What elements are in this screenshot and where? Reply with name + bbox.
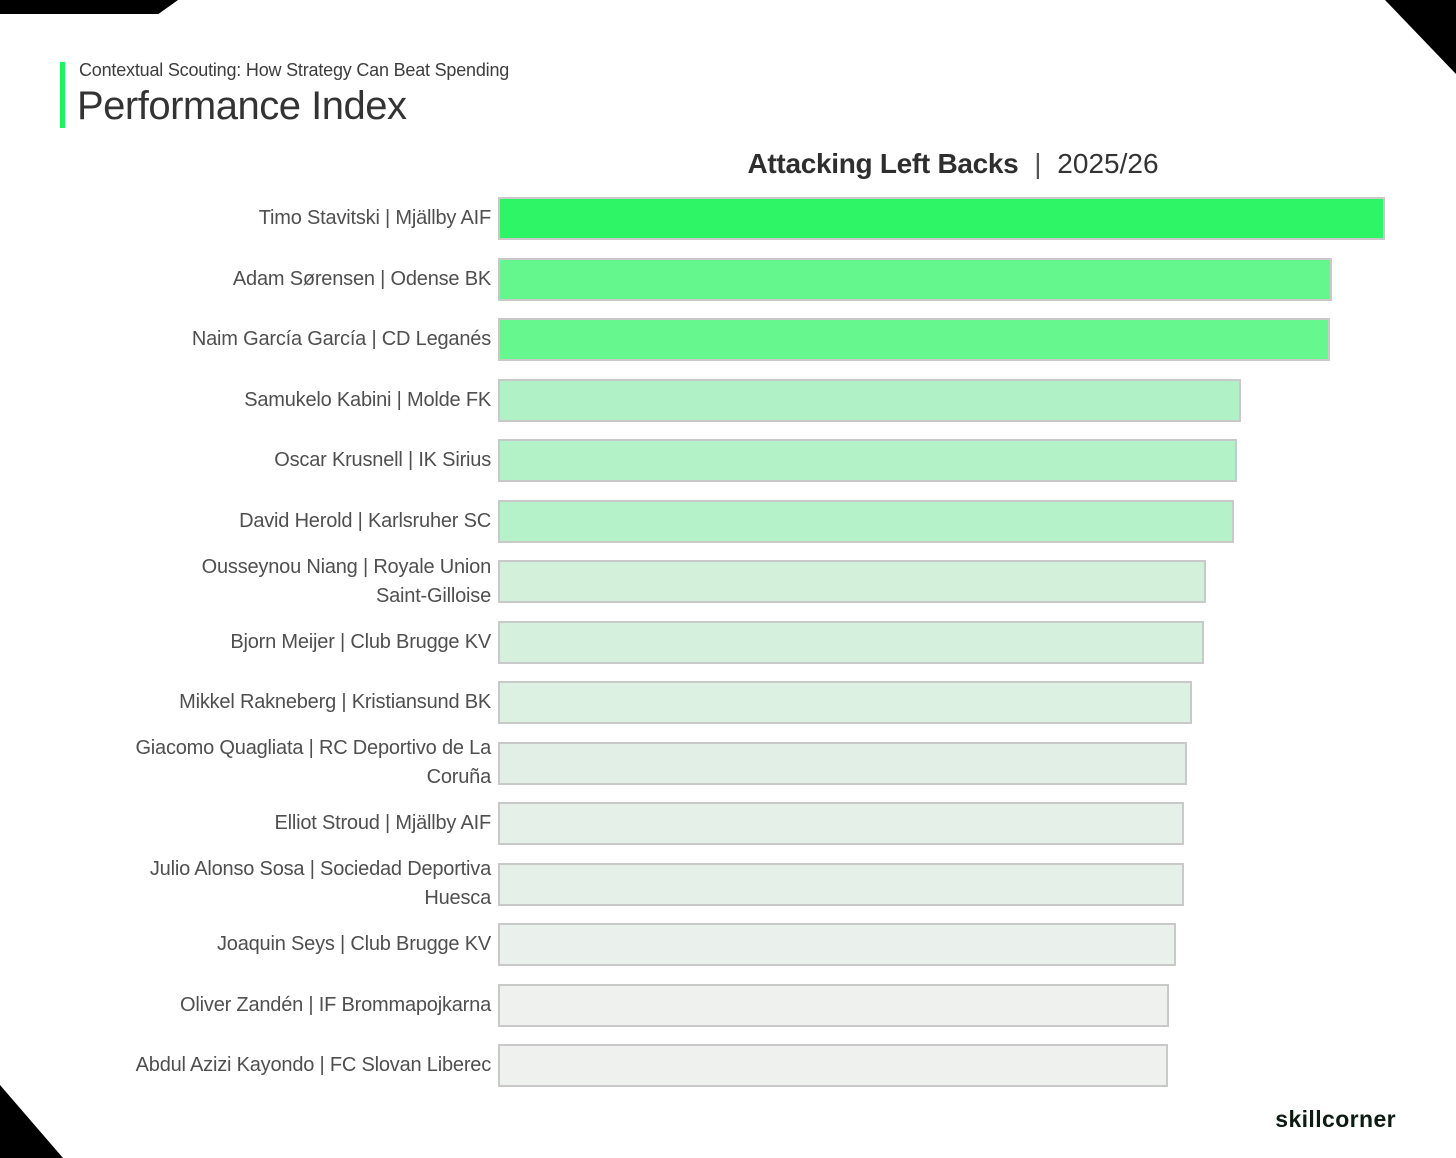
bar-track [498, 923, 1408, 966]
player-label: Samukelo Kabini | Molde FK [244, 388, 491, 411]
player-label: Naim García García | CD Leganés [191, 328, 491, 350]
performance-bar [498, 1044, 1168, 1087]
corner-accent-top-left [0, 0, 178, 14]
player-label: Elliot Stroud | Mjällby AIF [274, 812, 491, 834]
bar-track [498, 257, 1408, 301]
performance-bar [498, 499, 1235, 543]
player-label: Joaquin Seys | Club Brugge KV [216, 933, 491, 955]
chart-title: Attacking Left Backs | 2025/26 [498, 148, 1408, 180]
player-label: Mikkel Rakneberg | Kristiansund BK [179, 691, 491, 713]
player-label: Timo Stavitski | Mjällby AIF [258, 207, 491, 229]
bar-row: Samukelo Kabini | Molde FK [0, 378, 1456, 422]
player-label: David Herold | Karlsruher SC [239, 509, 491, 532]
bar-track [498, 681, 1408, 724]
bar-track [498, 560, 1408, 603]
bar-row: Elliot Stroud | Mjällby AIF [0, 802, 1456, 845]
performance-bar [498, 620, 1205, 664]
skillcorner-logo: skillcorner [1275, 1106, 1396, 1132]
performance-bar [498, 802, 1185, 845]
bar-row: Oscar Krusnell | IK Sirius [0, 439, 1456, 482]
performance-bar [498, 862, 1185, 906]
bar-track [498, 802, 1408, 845]
player-label: Oscar Krusnell | IK Sirius [274, 449, 491, 471]
bar-row: Abdul Azizi Kayondo | FC Slovan Liberec [0, 1044, 1456, 1087]
bar-row: Oliver Zandén | IF Brommapojkarna [0, 983, 1456, 1027]
bar-chart: Timo Stavitski | Mjällby AIF Adam Sørense… [0, 197, 1456, 1090]
bar-row: Giacomo Quagliata | RC Deportivo de La C… [0, 737, 1456, 788]
chart-title-season: 2025/26 [1057, 148, 1159, 179]
player-label: Giacomo Quagliata | RC Deportivo de La C… [135, 737, 491, 788]
bar-track [498, 741, 1408, 785]
performance-bar [498, 257, 1332, 301]
player-label: Adam Sørensen | Odense BK [232, 267, 491, 290]
player-label: Julio Alonso Sosa | Sociedad Deportiva H… [149, 858, 491, 909]
bar-track [498, 439, 1408, 482]
corner-accent-bottom-left [0, 1085, 63, 1158]
page-title: Performance Index [77, 84, 407, 128]
bar-track [498, 862, 1408, 906]
player-label: Bjorn Meijer | Club Brugge KV [230, 630, 491, 653]
performance-bar [498, 560, 1206, 603]
chart-title-separator: | [1034, 148, 1042, 179]
performance-bar [498, 741, 1187, 785]
performance-bar [498, 439, 1237, 482]
corner-accent-top-right [1385, 0, 1456, 74]
bar-track [498, 197, 1408, 240]
bar-track [498, 499, 1408, 543]
bar-track [498, 620, 1408, 664]
bar-row: Mikkel Rakneberg | Kristiansund BK [0, 681, 1456, 724]
performance-bar [498, 983, 1169, 1027]
player-label: Oliver Zandén | IF Brommapojkarna [180, 993, 491, 1016]
performance-bar [498, 378, 1241, 422]
performance-bar [498, 681, 1193, 724]
bar-track [498, 318, 1408, 361]
performance-bar [498, 923, 1176, 966]
bar-row: Naim García García | CD Leganés [0, 318, 1456, 361]
bar-row: Julio Alonso Sosa | Sociedad Deportiva H… [0, 858, 1456, 909]
title-accent-bar [60, 62, 65, 128]
chart-title-main: Attacking Left Backs [747, 148, 1019, 179]
bar-row: David Herold | Karlsruher SC [0, 499, 1456, 543]
kicker-text: Contextual Scouting: How Strategy Can Be… [79, 60, 510, 80]
bar-row: Bjorn Meijer | Club Brugge KV [0, 620, 1456, 664]
performance-bar [498, 318, 1330, 361]
performance-bar [498, 197, 1386, 240]
bar-row: Adam Sørensen | Odense BK [0, 257, 1456, 301]
bar-row: Timo Stavitski | Mjällby AIF [0, 197, 1456, 240]
player-label: Abdul Azizi Kayondo | FC Slovan Liberec [135, 1054, 492, 1076]
bar-row: Joaquin Seys | Club Brugge KV [0, 923, 1456, 966]
bar-track [498, 983, 1408, 1027]
bar-track [498, 378, 1408, 422]
bar-track [498, 1044, 1408, 1087]
player-label: Ousseynou Niang | Royale Union Saint-Gil… [201, 555, 492, 607]
bar-row: Ousseynou Niang | Royale Union Saint-Gil… [0, 556, 1456, 607]
